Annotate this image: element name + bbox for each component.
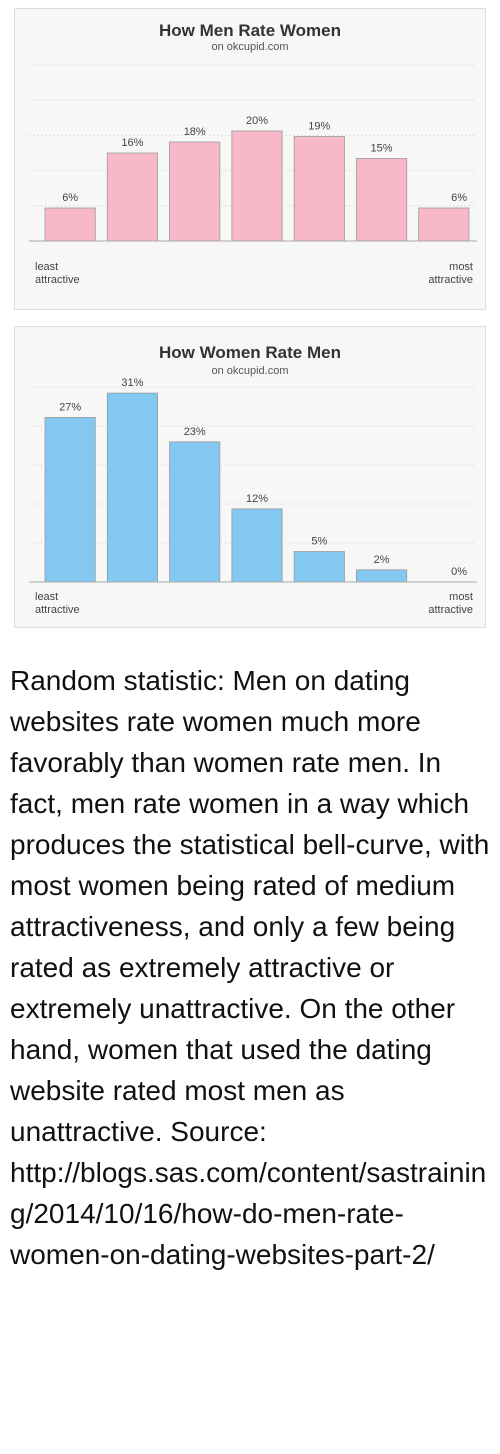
x-axis-right-label: most attractive [428, 261, 473, 286]
bar-5 [293, 551, 345, 583]
chart-title: How Men Rate Women [159, 21, 341, 40]
data-label-6: 2% [374, 554, 390, 566]
bar-1 [44, 417, 96, 583]
caption-text: Random statistic: Men on dating websites… [10, 665, 490, 1270]
bar-3 [169, 141, 221, 242]
data-label-1: 27% [59, 401, 81, 413]
data-label-5: 19% [308, 121, 330, 133]
data-label-2: 31% [121, 377, 143, 389]
bar-4 [231, 130, 283, 242]
bar-2 [106, 392, 158, 583]
data-label-4: 20% [246, 115, 268, 127]
data-label-3: 18% [184, 126, 206, 138]
chart-panel-women-rate-men: How Women Rate Men on okcupid.com 27% 31%… [14, 326, 486, 628]
x-axis-left-label: least attractive [35, 591, 80, 616]
data-label-6: 15% [371, 143, 393, 155]
bar-chart-women-rate-men: 27% 31% 23% 12% 5% 2% 0% [29, 377, 477, 583]
chart-subtitle: on okcupid.com [211, 365, 289, 377]
bar-6 [356, 158, 408, 242]
data-label-2: 16% [121, 137, 143, 149]
bar-3 [169, 441, 221, 583]
x-axis-left-label: least attractive [35, 261, 80, 286]
data-label-7: 6% [451, 192, 467, 204]
data-label-5: 5% [311, 536, 327, 548]
bar-2 [106, 152, 158, 242]
bar-chart-men-rate-women: 6% 16% 18% 20% 19% 15% 6% [29, 64, 477, 242]
bar-6 [356, 569, 408, 583]
data-label-1: 6% [62, 192, 78, 204]
data-label-7: 0% [451, 566, 467, 578]
bar-5 [293, 136, 345, 242]
data-label-3: 23% [184, 426, 206, 438]
bar-7 [418, 207, 470, 242]
data-label-4: 12% [246, 493, 268, 505]
x-axis-right-label: most attractive [428, 591, 473, 616]
chart-subtitle: on okcupid.com [211, 41, 289, 53]
chart-panel-men-rate-women: How Men Rate Women on okcupid.com 6% 16% 1… [14, 8, 486, 310]
bar-4 [231, 508, 283, 583]
bar-1 [44, 207, 96, 242]
chart-title: How Women Rate Men [159, 343, 341, 362]
